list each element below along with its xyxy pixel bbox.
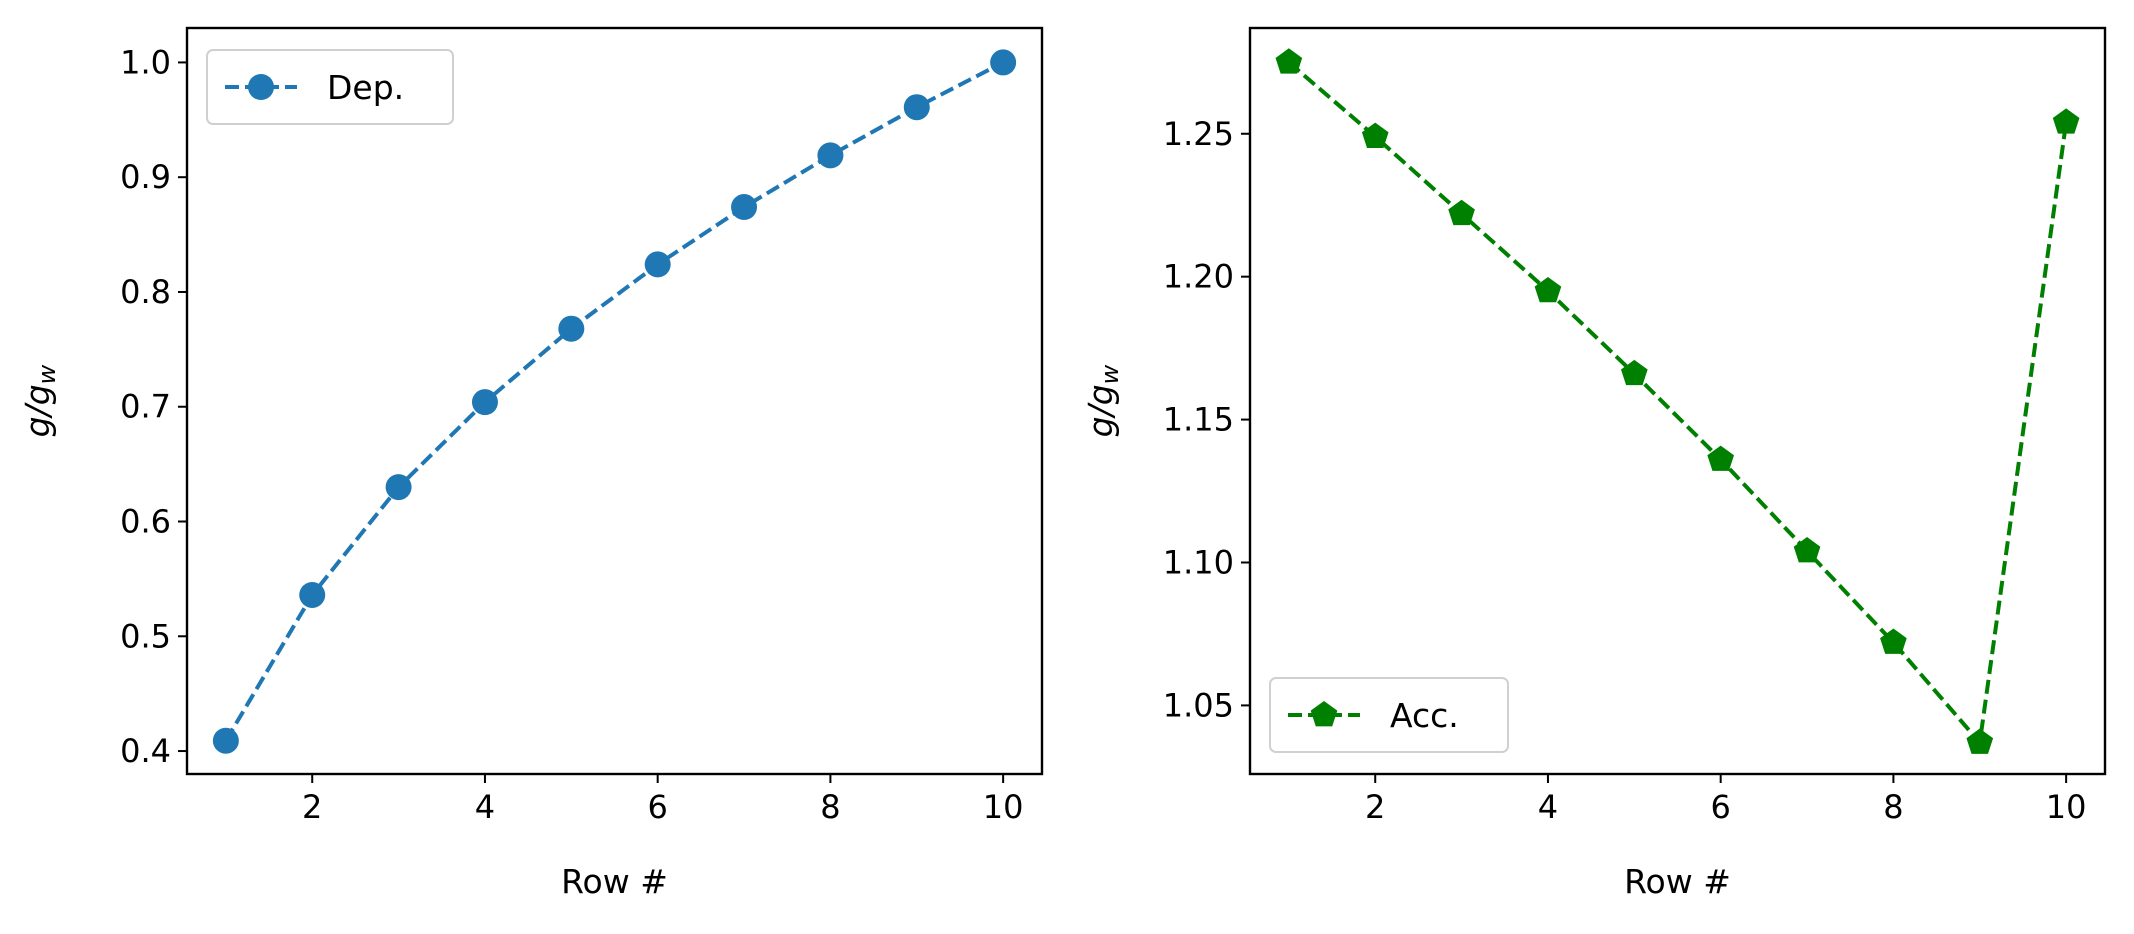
- y-tick-label: 0.9: [120, 158, 171, 196]
- data-point: [990, 49, 1017, 76]
- data-point: [385, 474, 412, 501]
- data-point: [1621, 359, 1648, 386]
- legend-box: [206, 49, 454, 125]
- legend-label: Acc.: [1390, 696, 1459, 735]
- data-point: [1880, 628, 1907, 654]
- legend-label: Dep.: [327, 68, 404, 107]
- legend-marker: [248, 74, 274, 100]
- x-axis-label: Row #: [561, 862, 668, 901]
- y-axis-label-subscript: w: [33, 364, 61, 384]
- y-tick-label: 0.8: [120, 273, 171, 311]
- x-tick-label: 4: [1538, 788, 1558, 826]
- axes-frame: [185, 26, 1044, 776]
- y-tick-label: 0.6: [120, 503, 171, 541]
- x-tick-label: 4: [475, 788, 495, 826]
- x-tick-label: 8: [1883, 788, 1903, 826]
- data-point: [299, 581, 326, 608]
- legend: Dep.: [206, 49, 454, 125]
- axes-frame: [1248, 26, 2107, 776]
- data-point: [903, 94, 930, 121]
- y-tick-label: 1.0: [120, 43, 171, 81]
- series-line-dep: [224, 60, 1005, 742]
- x-tick-label: 2: [302, 788, 322, 826]
- series-line-acc: [1287, 60, 2069, 745]
- data-point: [1793, 537, 1821, 563]
- data-point: [2052, 108, 2080, 134]
- data-point: [471, 389, 498, 416]
- data-point: [1275, 48, 1303, 74]
- x-tick-label: 6: [648, 788, 668, 826]
- x-tick-label: 10: [2046, 788, 2087, 826]
- data-point: [1361, 122, 1389, 148]
- legend-marker: [1310, 701, 1338, 727]
- chart-panel-2: 2 4 6 8 10 1.05 1.10 1.15 1.20 1.25 Row # g/gw Acc.: [1081, 26, 2107, 901]
- y-tick-label: 1.05: [1163, 686, 1234, 724]
- y-axis-label: g/gw: [18, 364, 61, 437]
- data-point: [817, 142, 844, 169]
- y-tick-label: 1.10: [1163, 543, 1234, 581]
- legend-box: [1269, 677, 1509, 753]
- x-axis-label: Row #: [1624, 862, 1731, 901]
- data-point: [644, 251, 671, 278]
- y-tick-label: 0.5: [120, 617, 171, 655]
- data-point: [558, 315, 585, 342]
- y-tick-label: 1.20: [1163, 258, 1234, 296]
- x-tick-label: 10: [983, 788, 1024, 826]
- x-tick-label: 8: [820, 788, 840, 826]
- x-tick-label: 6: [1711, 788, 1731, 826]
- y-axis-label-main: g/g: [18, 384, 57, 437]
- chart-panel-1: 2 4 6 8 10 0.4 0.5 0.6 0.7 0.8 0.9 1.0 Row # g/gw Dep.: [18, 26, 1044, 901]
- data-point: [731, 194, 758, 221]
- y-axis-label: g/gw: [1081, 364, 1124, 437]
- data-point: [1448, 199, 1475, 226]
- data-point: [1966, 728, 1994, 754]
- data-point: [1707, 445, 1734, 471]
- y-axis-label-subscript: w: [1096, 364, 1124, 384]
- data-point: [212, 727, 239, 754]
- data-point: [1534, 276, 1562, 303]
- legend: Acc.: [1269, 677, 1509, 753]
- y-tick-label: 0.4: [120, 732, 171, 770]
- x-tick-label: 2: [1365, 788, 1385, 826]
- y-tick-label: 0.7: [120, 388, 171, 426]
- y-tick-label: 1.25: [1163, 115, 1234, 153]
- y-tick-label: 1.15: [1163, 401, 1234, 439]
- y-axis-label-main: g/g: [1081, 384, 1120, 437]
